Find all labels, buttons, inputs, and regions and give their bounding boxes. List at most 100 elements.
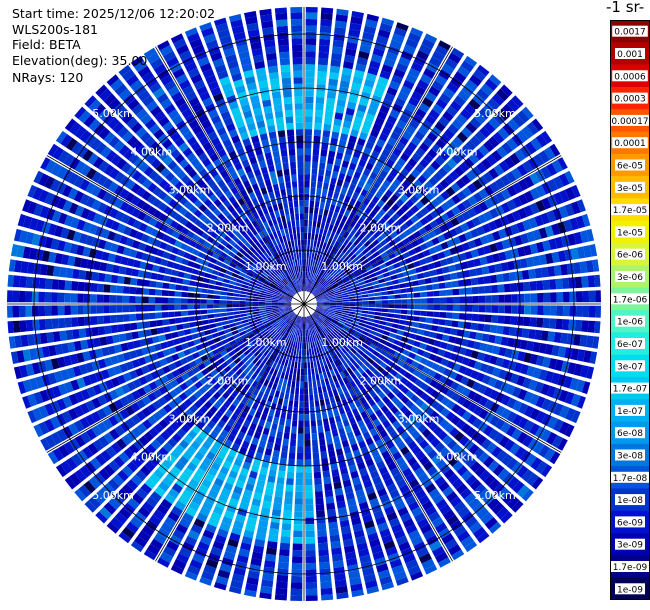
range-gate: [343, 256, 350, 263]
range-gate: [199, 405, 208, 415]
range-gate: [483, 102, 496, 115]
range-gate: [251, 551, 263, 560]
range-gate: [335, 585, 348, 594]
range-gate: [220, 239, 229, 247]
range-gate: [415, 108, 427, 119]
range-gate: [377, 522, 389, 532]
range-gate: [492, 131, 505, 144]
range-gate: [335, 494, 345, 503]
range-gate: [319, 228, 324, 235]
range-gate: [376, 235, 385, 243]
range-gate: [235, 215, 243, 223]
range-gate: [226, 311, 234, 316]
range-gate: [318, 286, 324, 292]
range-gate: [149, 456, 160, 467]
range-gate: [542, 240, 551, 252]
range-gate: [306, 316, 308, 324]
range-gate: [207, 131, 218, 141]
range-gate: [460, 261, 469, 270]
range-gate: [307, 362, 311, 369]
range-gate: [255, 270, 262, 276]
range-gate: [146, 52, 160, 64]
range-gate: [351, 336, 359, 342]
range-gate: [501, 358, 511, 369]
range-gate: [356, 274, 363, 280]
range-gate: [200, 535, 212, 546]
range-gate: [388, 304, 395, 309]
range-gate: [27, 201, 38, 215]
range-gate: [359, 396, 367, 405]
range-gate: [305, 504, 314, 512]
range-gate: [524, 293, 531, 303]
range-gate: [281, 313, 288, 318]
range-gate: [78, 110, 91, 124]
range-gate: [435, 458, 447, 470]
range-gate: [327, 267, 333, 274]
range-gate: [312, 380, 317, 388]
range-gate: [109, 284, 117, 293]
range-gate: [330, 321, 337, 327]
range-gate: [278, 298, 285, 301]
range-gate: [50, 432, 62, 445]
range-gate: [150, 272, 158, 280]
range-gate: [409, 375, 418, 384]
range-gate: [439, 258, 448, 267]
range-gate: [260, 253, 267, 261]
range-gate: [265, 334, 272, 341]
range-gate: [368, 297, 376, 301]
range-gate: [189, 194, 198, 204]
range-gate: [304, 265, 306, 272]
range-gate: [448, 335, 456, 344]
range-gate: [326, 437, 333, 445]
range-gate: [158, 179, 169, 189]
range-gate: [441, 533, 455, 545]
range-gate: [340, 328, 348, 335]
range-gate: [410, 404, 419, 414]
range-gate: [517, 305, 525, 315]
range-gate: [402, 130, 413, 141]
range-gate: [322, 256, 328, 264]
range-gate: [211, 137, 221, 147]
range-gate: [197, 237, 206, 246]
range-gate: [17, 381, 27, 395]
range-gate: [315, 491, 324, 499]
range-gate: [104, 218, 115, 229]
range-gate: [381, 295, 389, 300]
range-gate: [201, 478, 212, 489]
range-gate: [125, 179, 136, 190]
range-gate: [326, 216, 332, 224]
range-gate: [322, 249, 328, 257]
range-gate: [169, 421, 180, 432]
range-gate: [407, 366, 416, 374]
range-gate: [79, 193, 90, 206]
range-gate: [200, 354, 209, 362]
range-gate: [318, 316, 324, 322]
range-gate: [419, 142, 430, 153]
range-gate: [273, 340, 280, 348]
range-gate: [534, 267, 543, 279]
range-gate: [198, 446, 208, 456]
range-gate: [367, 269, 375, 275]
range-gate: [365, 526, 377, 536]
range-gate: [183, 200, 193, 210]
range-gate: [55, 130, 67, 144]
range-gate: [325, 318, 332, 323]
range-gate: [205, 558, 219, 569]
range-gate: [394, 304, 402, 309]
range-gate: [418, 125, 429, 136]
range-gate: [305, 142, 312, 149]
range-gate: [331, 320, 338, 325]
range-gate: [112, 334, 120, 344]
range-gate: [285, 276, 290, 283]
range-gate: [326, 342, 332, 349]
range-gate: [360, 188, 369, 197]
range-gate: [344, 280, 352, 286]
range-gate: [307, 316, 310, 323]
range-gate: [567, 362, 577, 375]
range-gate: [576, 395, 586, 409]
range-gate: [259, 592, 272, 600]
range-gate: [223, 342, 231, 349]
range-gate: [102, 178, 113, 190]
range-gate: [270, 272, 277, 278]
range-gate: [276, 574, 289, 583]
